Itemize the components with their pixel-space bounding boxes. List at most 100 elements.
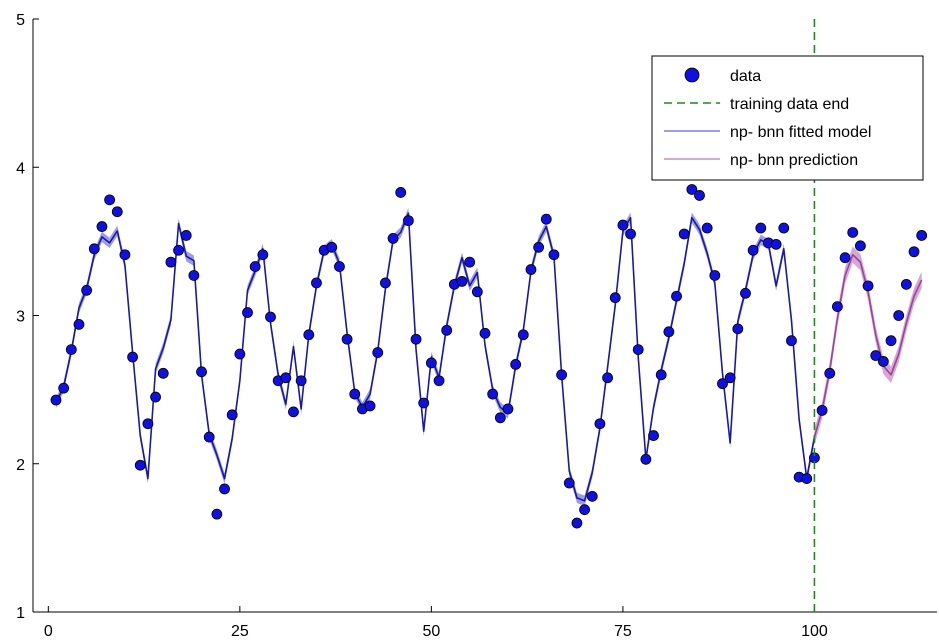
data-point bbox=[862, 280, 874, 292]
data-point bbox=[303, 329, 315, 341]
data-point bbox=[380, 277, 391, 289]
data-point bbox=[824, 367, 836, 379]
data-point bbox=[464, 256, 476, 268]
data-point bbox=[632, 344, 644, 355]
data-point bbox=[556, 369, 568, 381]
data-point bbox=[96, 221, 108, 232]
data-point bbox=[295, 375, 307, 387]
data-point bbox=[88, 243, 100, 255]
data-point bbox=[617, 219, 629, 231]
data-point bbox=[609, 292, 621, 304]
y-tick-label: 5 bbox=[16, 12, 25, 29]
data-point bbox=[288, 406, 299, 418]
data-point bbox=[441, 324, 453, 336]
data-point bbox=[517, 329, 529, 341]
data-point bbox=[916, 230, 928, 241]
data-point bbox=[816, 404, 828, 416]
data-point bbox=[395, 187, 407, 198]
x-tick-label: 0 bbox=[44, 623, 53, 640]
y-tick-label: 4 bbox=[16, 160, 25, 177]
axes: 0 25 50 75 100 1 2 3 4 5 bbox=[16, 12, 937, 640]
data-point bbox=[219, 483, 230, 495]
data-point bbox=[150, 391, 161, 403]
data-point bbox=[847, 227, 859, 238]
data-point bbox=[311, 277, 322, 289]
data-point bbox=[533, 241, 545, 253]
data-point bbox=[487, 388, 499, 400]
data-point bbox=[73, 318, 85, 330]
x-tick-label: 50 bbox=[422, 623, 440, 640]
fitted-band bbox=[55, 208, 815, 507]
data-point bbox=[854, 240, 866, 252]
data-point bbox=[402, 215, 414, 227]
data-point bbox=[900, 278, 912, 290]
data-point bbox=[119, 249, 131, 261]
data-point bbox=[364, 400, 376, 412]
data-point bbox=[671, 290, 682, 302]
data-point bbox=[341, 333, 353, 345]
data-point bbox=[326, 241, 338, 253]
legend-label: np- bnn prediction bbox=[730, 152, 858, 169]
data-point bbox=[372, 347, 384, 358]
data-point bbox=[586, 490, 598, 502]
data-point bbox=[686, 184, 698, 195]
data-point bbox=[471, 286, 483, 298]
data-point bbox=[479, 327, 491, 339]
data-point bbox=[655, 369, 667, 381]
data-point bbox=[747, 244, 759, 256]
x-tick-label: 75 bbox=[614, 623, 632, 640]
data-point bbox=[280, 372, 292, 384]
data-point bbox=[334, 261, 345, 272]
data-point bbox=[173, 244, 184, 256]
data-point bbox=[433, 375, 445, 387]
legend-label: data bbox=[730, 68, 761, 85]
data-point bbox=[456, 276, 468, 287]
data-point bbox=[349, 388, 361, 400]
data-point bbox=[579, 504, 590, 516]
data-point bbox=[203, 431, 215, 443]
data-point bbox=[640, 453, 652, 465]
y-tick-label: 2 bbox=[16, 457, 25, 474]
data-points bbox=[50, 184, 928, 529]
data-point bbox=[387, 233, 399, 244]
data-point bbox=[157, 367, 169, 379]
data-point bbox=[510, 359, 522, 370]
data-point bbox=[65, 344, 77, 355]
data-point bbox=[104, 194, 116, 206]
data-point bbox=[180, 230, 192, 241]
data-point bbox=[410, 333, 422, 345]
data-point bbox=[142, 418, 154, 430]
data-point bbox=[571, 517, 583, 529]
data-point bbox=[709, 270, 721, 281]
data-point bbox=[211, 508, 223, 520]
data-point bbox=[234, 348, 246, 360]
data-point bbox=[663, 326, 675, 338]
legend-label: np- bnn fitted model bbox=[730, 124, 871, 141]
data-point bbox=[548, 249, 560, 261]
x-tick-label: 25 bbox=[231, 623, 249, 640]
data-point bbox=[694, 190, 705, 201]
series-lines bbox=[55, 212, 923, 502]
y-tick-label: 1 bbox=[16, 605, 25, 622]
data-point bbox=[226, 409, 238, 421]
data-point bbox=[265, 311, 276, 323]
data-point bbox=[563, 477, 575, 489]
data-point bbox=[648, 430, 659, 441]
data-point bbox=[257, 249, 269, 261]
data-point bbox=[594, 418, 606, 430]
data-point bbox=[885, 335, 897, 347]
data-point bbox=[740, 287, 751, 299]
fitted-line bbox=[55, 212, 816, 502]
data-point bbox=[717, 378, 728, 390]
data-point bbox=[418, 397, 430, 409]
data-point bbox=[242, 307, 253, 318]
data-point bbox=[602, 372, 613, 384]
data-point bbox=[425, 357, 437, 369]
data-point bbox=[877, 356, 889, 367]
data-point bbox=[540, 213, 552, 225]
x-tick-label: 100 bbox=[801, 623, 828, 640]
data-point bbox=[502, 403, 514, 415]
legend-swatch-data bbox=[684, 67, 700, 83]
data-point bbox=[732, 323, 744, 335]
data-point bbox=[249, 261, 261, 272]
